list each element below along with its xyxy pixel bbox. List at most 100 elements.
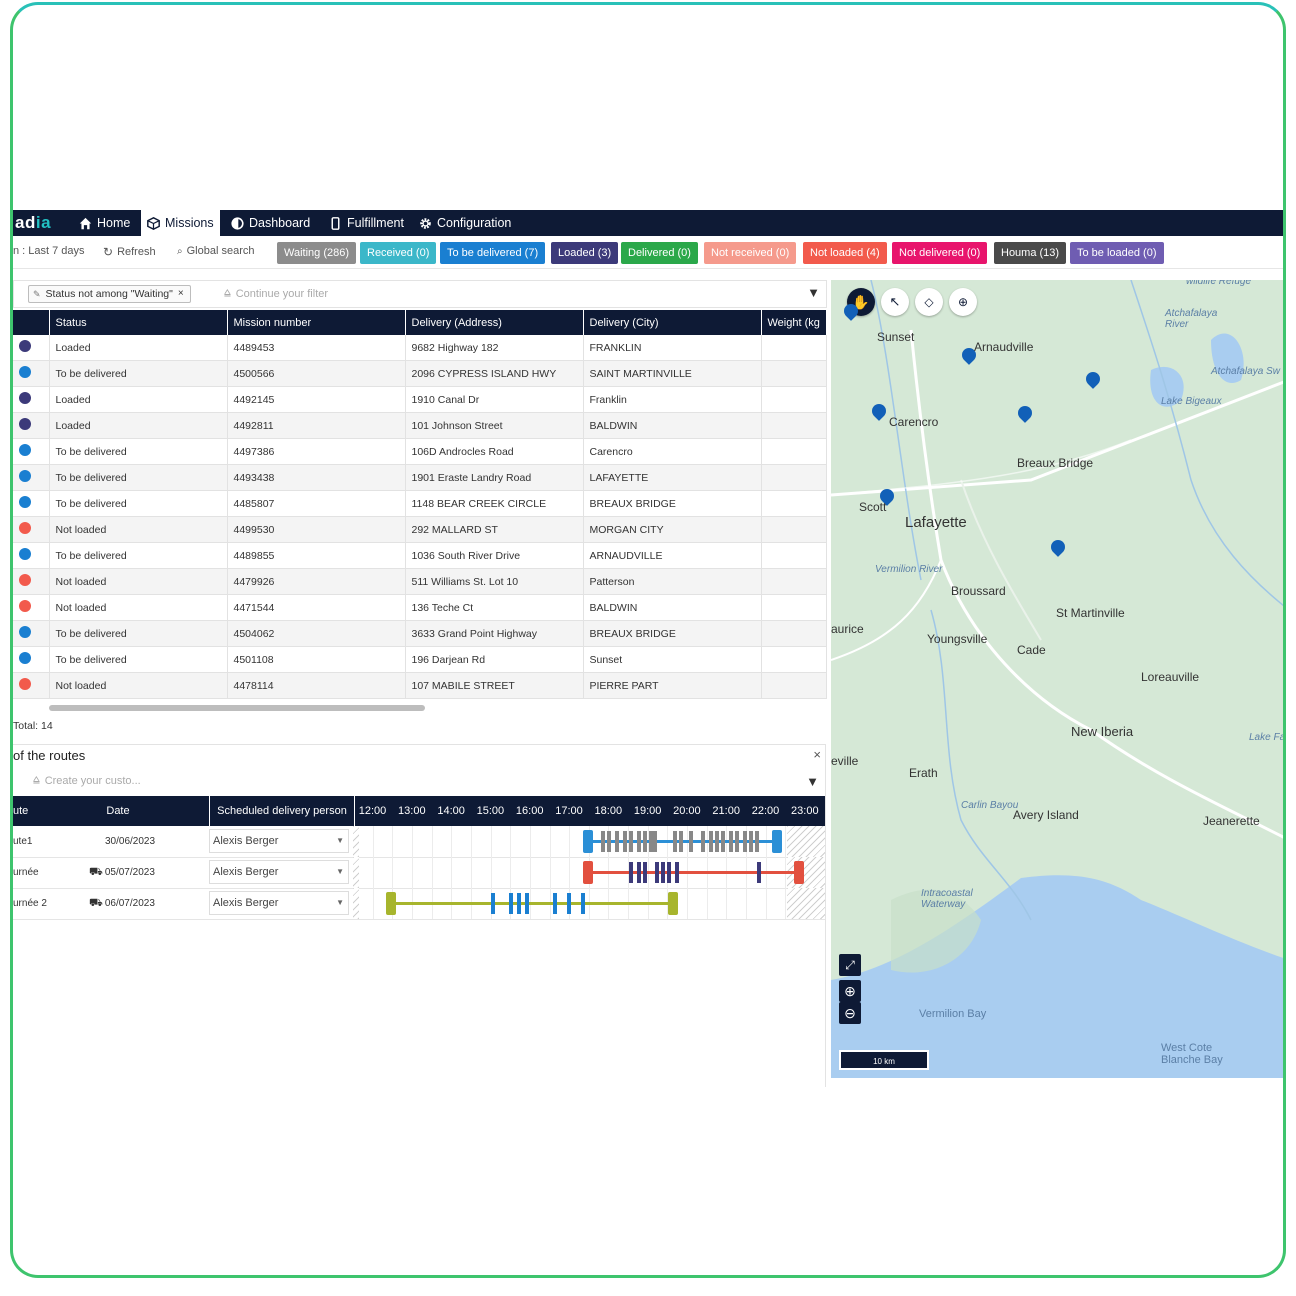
- stop-marker[interactable]: [607, 831, 611, 852]
- map-view[interactable]: ✋ ↖ ◇ ⊕ Sunset Arnaudville Carencro Breaux …: [831, 280, 1283, 1078]
- nav-dashboard[interactable]: Dashboard: [231, 210, 310, 236]
- table-row[interactable]: To be delivered 4501108 196 Darjean Rd Suns…: [13, 646, 827, 673]
- stop-marker[interactable]: [567, 893, 571, 914]
- status-pill[interactable]: Received (0): [360, 242, 437, 264]
- stop-marker[interactable]: [623, 831, 627, 852]
- route-row[interactable]: urnée ⛟ 05/07/2023 Alexis Berger ▼: [13, 857, 825, 889]
- nav-configuration[interactable]: Configuration: [419, 210, 511, 236]
- stop-marker[interactable]: [715, 831, 719, 852]
- table-row[interactable]: Not loaded 4499530 292 MALLARD ST MORGAN CI…: [13, 516, 827, 543]
- status-pill[interactable]: To be loaded (0): [1070, 242, 1164, 264]
- stop-marker[interactable]: [637, 831, 641, 852]
- select-tool[interactable]: ↖: [881, 288, 909, 316]
- routes-column-route[interactable]: ute: [13, 804, 29, 817]
- routes-column-date[interactable]: Date: [106, 804, 130, 817]
- delivery-person-select[interactable]: Alexis Berger ▼: [209, 829, 349, 853]
- status-pill[interactable]: Houma (13): [994, 242, 1067, 264]
- column-header[interactable]: Mission number: [227, 310, 406, 335]
- zoom-out-button[interactable]: ⊖: [839, 1002, 861, 1024]
- stop-marker[interactable]: [581, 893, 585, 914]
- route-bar[interactable]: [391, 902, 673, 905]
- column-header[interactable]: Status: [49, 310, 228, 335]
- table-row[interactable]: Loaded 4489453 9682 Highway 182 FRANKLIN: [13, 335, 827, 361]
- delivery-person-select[interactable]: Alexis Berger ▼: [209, 860, 349, 884]
- remove-filter-icon[interactable]: ×: [177, 288, 184, 299]
- table-row[interactable]: To be delivered 4504062 3633 Grand Point H…: [13, 620, 827, 647]
- stop-marker[interactable]: [509, 893, 513, 914]
- table-row[interactable]: Not loaded 4478114 107 MABILE STREET PIERRE…: [13, 672, 827, 699]
- column-header[interactable]: Delivery (City): [583, 310, 762, 335]
- stop-marker[interactable]: [689, 831, 693, 852]
- table-row[interactable]: To be delivered 4485807 1148 BEAR CREEK CI…: [13, 490, 827, 517]
- stop-marker[interactable]: [601, 831, 605, 852]
- flag-icon[interactable]: [668, 892, 678, 915]
- delivery-person-select[interactable]: Alexis Berger ▼: [209, 891, 349, 915]
- stop-marker[interactable]: [629, 831, 633, 852]
- status-pill[interactable]: Not loaded (4): [803, 242, 887, 264]
- flag-icon[interactable]: [386, 892, 396, 915]
- status-pill[interactable]: Not received (0): [704, 242, 797, 264]
- stop-marker[interactable]: [709, 831, 713, 852]
- stop-marker[interactable]: [615, 831, 619, 852]
- fullscreen-button[interactable]: ⤢: [839, 954, 861, 976]
- status-pill[interactable]: Loaded (3): [551, 242, 619, 264]
- route-row[interactable]: urnée 2 ⛟ 06/07/2023 Alexis Berger ▼: [13, 888, 825, 920]
- stop-marker[interactable]: [721, 831, 725, 852]
- stop-marker[interactable]: [755, 831, 759, 852]
- zoom-in-button[interactable]: ⊕: [839, 980, 861, 1002]
- filter-chip[interactable]: ✎ Status not among "Waiting" ×: [28, 285, 191, 303]
- table-row[interactable]: To be delivered 4489855 1036 South River D…: [13, 542, 827, 569]
- stop-marker[interactable]: [637, 862, 641, 883]
- table-row[interactable]: Loaded 4492145 1910 Canal Dr Franklin: [13, 386, 827, 413]
- table-row[interactable]: Not loaded 4471544 136 Teche Ct BALDWIN: [13, 594, 827, 621]
- stop-marker[interactable]: [743, 831, 747, 852]
- column-header[interactable]: Delivery (Address): [405, 310, 584, 335]
- status-pill[interactable]: Waiting (286): [277, 242, 357, 264]
- routes-column-person[interactable]: Scheduled delivery person: [209, 796, 355, 826]
- table-row[interactable]: Loaded 4492811 101 Johnson Street BALDWIN: [13, 412, 827, 439]
- stop-marker[interactable]: [643, 831, 647, 852]
- stop-marker[interactable]: [649, 831, 653, 852]
- stop-marker[interactable]: [667, 862, 671, 883]
- stop-marker[interactable]: [643, 862, 647, 883]
- nav-missions[interactable]: Missions: [141, 210, 220, 236]
- refresh-button[interactable]: ↻ Refresh: [103, 245, 156, 259]
- column-header[interactable]: Weight (kg: [761, 310, 827, 335]
- stop-marker[interactable]: [525, 893, 529, 914]
- stop-marker[interactable]: [701, 831, 705, 852]
- stop-marker[interactable]: [653, 831, 657, 852]
- stop-marker[interactable]: [661, 862, 665, 883]
- table-row[interactable]: To be delivered 4493438 1901 Eraste Landry…: [13, 464, 827, 491]
- stop-marker[interactable]: [675, 862, 679, 883]
- zoom-area-tool[interactable]: ⊕: [949, 288, 977, 316]
- flag-icon[interactable]: [583, 861, 593, 884]
- stop-marker[interactable]: [679, 831, 683, 852]
- global-search-button[interactable]: ⌕ Global search: [177, 245, 254, 257]
- stop-marker[interactable]: [553, 893, 557, 914]
- pan-tool[interactable]: ✋: [847, 288, 875, 316]
- flag-icon[interactable]: [794, 861, 804, 884]
- filter-input[interactable]: ⩠ Continue your filter: [224, 287, 328, 300]
- status-pill[interactable]: To be delivered (7): [440, 242, 546, 264]
- stop-marker[interactable]: [757, 862, 761, 883]
- status-pill[interactable]: Delivered (0): [621, 242, 698, 264]
- table-row[interactable]: To be delivered 4500566 2096 CYPRESS ISLAN…: [13, 360, 827, 387]
- route-bar[interactable]: [588, 871, 799, 874]
- layers-tool[interactable]: ◇: [915, 288, 943, 316]
- stop-marker[interactable]: [673, 831, 677, 852]
- funnel-icon[interactable]: ▼: [807, 285, 820, 300]
- routes-filter-input[interactable]: ⩠ Create your custo...: [33, 774, 141, 787]
- period-selector[interactable]: n : Last 7 days: [13, 245, 85, 257]
- route-row[interactable]: ute1 30/06/2023 Alexis Berger ▼: [13, 826, 825, 858]
- stop-marker[interactable]: [517, 893, 521, 914]
- nav-home[interactable]: Home: [79, 210, 130, 236]
- stop-marker[interactable]: [655, 862, 659, 883]
- close-icon[interactable]: ×: [813, 747, 821, 762]
- stop-marker[interactable]: [491, 893, 495, 914]
- table-row[interactable]: To be delivered 4497386 106D Androcles Roa…: [13, 438, 827, 465]
- nav-fulfillment[interactable]: Fulfillment: [329, 210, 404, 236]
- stop-marker[interactable]: [735, 831, 739, 852]
- table-row[interactable]: Not loaded 4479926 511 Williams St. Lot 10…: [13, 568, 827, 595]
- stop-marker[interactable]: [749, 831, 753, 852]
- stop-marker[interactable]: [729, 831, 733, 852]
